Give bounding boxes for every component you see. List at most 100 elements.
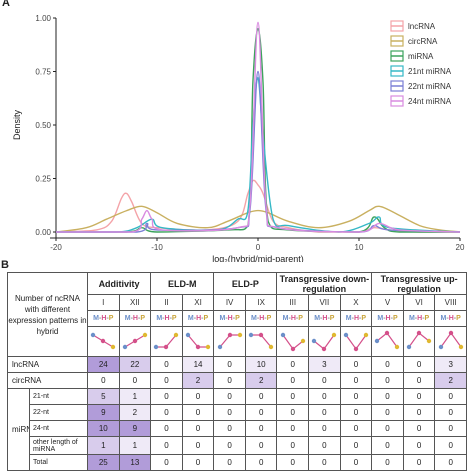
pattern-number-v: V xyxy=(371,294,404,311)
cell-total-i: 25 xyxy=(87,454,120,471)
cell-nt22-ix: 0 xyxy=(244,404,278,421)
x-tick-label: 0 xyxy=(256,243,261,252)
pattern-number-xi: XI xyxy=(181,294,215,311)
row-label-21nt: 21-nt xyxy=(29,388,88,405)
y-tick-label: 0.75 xyxy=(35,68,51,77)
y-tick-label: 0.50 xyxy=(35,121,51,130)
legend-label-4: 22nt miRNA xyxy=(408,82,452,91)
pattern-glyph-iv xyxy=(213,326,246,357)
pattern-number-i: I xyxy=(87,294,120,311)
cell-nt22-ii: 0 xyxy=(150,404,183,421)
cell-lncrna-ii: 0 xyxy=(150,356,183,373)
row-label-lncrna: lncRNA xyxy=(7,356,88,373)
pattern-number-ii: II xyxy=(150,294,183,311)
series-line-2 xyxy=(55,27,460,233)
mhp-label-x: M-H-P xyxy=(339,310,373,327)
cell-circrna-vii: 0 xyxy=(308,372,341,389)
pattern-glyph-vii xyxy=(308,326,341,357)
cell-nt24-vii: 0 xyxy=(308,420,341,437)
mhp-label-v: M-H-P xyxy=(371,310,404,327)
cell-nt24-i: 10 xyxy=(87,420,120,437)
group-additivity: Additivity xyxy=(86,272,152,295)
pattern-glyph-ii xyxy=(150,326,183,357)
row-label-other-length: other length of miRNA xyxy=(29,436,88,455)
mhp-label-i: M-H-P xyxy=(87,310,120,327)
panel-b-letter: B xyxy=(1,259,9,271)
cell-nt24-iv: 0 xyxy=(213,420,246,437)
cell-nt21-xii: 1 xyxy=(118,388,152,405)
pattern-number-vi: VI xyxy=(402,294,436,311)
cell-other-ix: 0 xyxy=(244,436,278,455)
cell-nt22-v: 0 xyxy=(371,404,404,421)
cell-other-vii: 0 xyxy=(308,436,341,455)
panel-a-letter: A xyxy=(2,0,10,9)
row-total: Total 25 13 0 0 0 0 0 0 0 0 0 0 xyxy=(8,454,467,471)
cell-lncrna-v: 0 xyxy=(371,356,404,373)
cell-nt21-vi: 0 xyxy=(402,388,436,405)
y-axis-label: Density xyxy=(12,109,22,140)
cell-total-ix: 0 xyxy=(244,454,278,471)
x-tick-label: -10 xyxy=(151,243,163,252)
cell-nt21-i: 5 xyxy=(87,388,120,405)
series-line-5 xyxy=(55,21,461,233)
cell-circrna-iii: 0 xyxy=(276,372,310,389)
cell-nt22-xi: 0 xyxy=(181,404,215,421)
mhp-label-ii: M-H-P xyxy=(150,310,183,327)
y-tick-label: 1.00 xyxy=(35,14,51,23)
cell-total-vii: 0 xyxy=(308,454,341,471)
pattern-glyph-vi xyxy=(402,326,436,357)
series-line-1 xyxy=(55,205,461,233)
cell-other-viii: 0 xyxy=(434,436,467,455)
cell-nt24-vi: 0 xyxy=(402,420,436,437)
cell-nt21-vii: 0 xyxy=(308,388,341,405)
cell-circrna-viii: 2 xyxy=(434,372,467,389)
row-24nt: 24-nt 10 9 0 0 0 0 0 0 0 0 0 0 xyxy=(8,420,467,437)
row-group-mirna: miRNA xyxy=(7,388,30,471)
pattern-glyph-xii xyxy=(118,326,152,357)
group-eld-m: ELD-M xyxy=(150,272,215,295)
cell-nt21-ix: 0 xyxy=(244,388,278,405)
cell-circrna-ii: 0 xyxy=(150,372,183,389)
cell-nt21-viii: 0 xyxy=(434,388,467,405)
cell-other-iii: 0 xyxy=(276,436,310,455)
group-transgressive-down: Transgressive down-regulation xyxy=(276,272,373,295)
cell-nt24-xii: 9 xyxy=(118,420,152,437)
cell-nt21-x: 0 xyxy=(339,388,373,405)
group-transgressive-up: Transgressive up-regulation xyxy=(371,272,467,295)
cell-nt21-ii: 0 xyxy=(150,388,183,405)
cell-total-v: 0 xyxy=(371,454,404,471)
row-lncrna: lncRNA 24 22 0 14 0 10 0 3 0 0 0 3 xyxy=(7,356,467,373)
pattern-number-viii: VIII xyxy=(434,294,467,311)
y-tick-label: 0.25 xyxy=(35,175,51,184)
cell-nt22-x: 0 xyxy=(339,404,373,421)
expression-pattern-table: Number of ncRNA with different expressio… xyxy=(7,272,467,471)
cell-total-xi: 0 xyxy=(181,454,215,471)
row-label-total: Total xyxy=(29,454,88,471)
pattern-glyph-xi xyxy=(181,326,215,357)
cell-other-xii: 1 xyxy=(118,436,152,455)
cell-nt21-iv: 0 xyxy=(213,388,246,405)
cell-lncrna-i: 24 xyxy=(87,356,120,373)
legend-label-3: 21nt miRNA xyxy=(408,67,452,76)
cell-circrna-i: 0 xyxy=(87,372,120,389)
cell-lncrna-ix: 10 xyxy=(244,356,278,373)
pattern-number-iii: III xyxy=(276,294,310,311)
cell-total-iv: 0 xyxy=(213,454,246,471)
row-label-24nt: 24-nt xyxy=(29,420,88,437)
x-tick-label: 20 xyxy=(456,243,465,252)
x-tick-label: -20 xyxy=(50,243,62,252)
cell-other-xi: 0 xyxy=(181,436,215,455)
cell-nt22-i: 9 xyxy=(87,404,120,421)
mhp-label-xii: M-H-P xyxy=(118,310,152,327)
cell-nt22-viii: 0 xyxy=(434,404,467,421)
cell-nt21-iii: 0 xyxy=(276,388,310,405)
header-description: Number of ncRNA with different expressio… xyxy=(7,272,88,357)
cell-lncrna-vii: 3 xyxy=(308,356,341,373)
series-line-0 xyxy=(55,179,460,233)
mhp-label-ix: M-H-P xyxy=(244,310,278,327)
y-tick-label: 0.00 xyxy=(35,228,51,237)
chart-axes: 0.00 0.25 0.50 0.75 1.00 -20 -10 0 10 20 log₂(hybr… xyxy=(12,14,465,262)
cell-circrna-xii: 0 xyxy=(118,372,152,389)
